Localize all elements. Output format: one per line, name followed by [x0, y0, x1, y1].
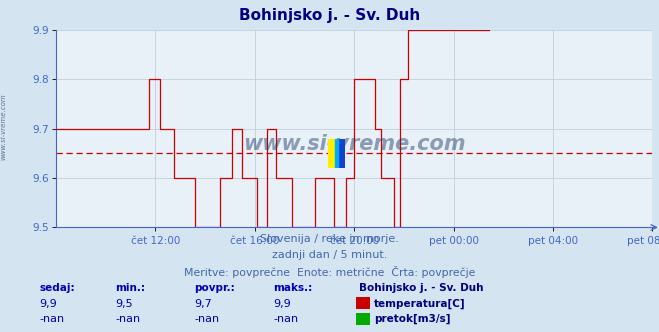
Text: Meritve: povprečne  Enote: metrične  Črta: povprečje: Meritve: povprečne Enote: metrične Črta:… [184, 266, 475, 278]
Text: 9,9: 9,9 [40, 299, 57, 309]
Text: 9,7: 9,7 [194, 299, 212, 309]
Text: -nan: -nan [40, 314, 65, 324]
Text: maks.:: maks.: [273, 283, 313, 293]
Text: www.si-vreme.com: www.si-vreme.com [243, 134, 465, 154]
Polygon shape [337, 139, 345, 168]
Polygon shape [328, 139, 337, 168]
Text: -nan: -nan [273, 314, 299, 324]
Text: 9,5: 9,5 [115, 299, 133, 309]
Text: zadnji dan / 5 minut.: zadnji dan / 5 minut. [272, 250, 387, 260]
Text: Bohinjsko j. - Sv. Duh: Bohinjsko j. - Sv. Duh [239, 8, 420, 23]
Text: sedaj:: sedaj: [40, 283, 75, 293]
Polygon shape [335, 139, 338, 168]
Text: www.si-vreme.com: www.si-vreme.com [0, 93, 7, 160]
Text: Slovenija / reke in morje.: Slovenija / reke in morje. [260, 234, 399, 244]
Text: -nan: -nan [115, 314, 140, 324]
Text: Bohinjsko j. - Sv. Duh: Bohinjsko j. - Sv. Duh [359, 283, 484, 293]
Text: pretok[m3/s]: pretok[m3/s] [374, 314, 450, 324]
Text: 9,9: 9,9 [273, 299, 291, 309]
Polygon shape [328, 139, 337, 168]
Text: povpr.:: povpr.: [194, 283, 235, 293]
Text: min.:: min.: [115, 283, 146, 293]
Text: -nan: -nan [194, 314, 219, 324]
Text: temperatura[C]: temperatura[C] [374, 299, 465, 309]
